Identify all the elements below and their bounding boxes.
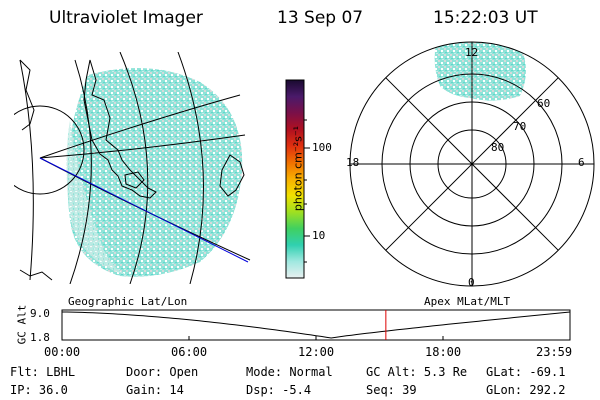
left-panel-label: Geographic Lat/Lon (68, 295, 188, 308)
instrument-title: Ultraviolet Imager (49, 8, 203, 28)
latitude-line (39, 134, 246, 159)
glon-info: GLon: 292.2 (486, 383, 565, 397)
glat-info: GLat: -69.1 (486, 365, 565, 379)
door-info: Door: Open (126, 365, 198, 379)
ip-info: IP: 36.0 (10, 383, 68, 397)
colorbar-unit-label: photon cm⁻²s⁻¹ (291, 125, 305, 212)
gc-alt-info: GC Alt: 5.3 Re (366, 365, 467, 379)
seq-label: Seq: (366, 383, 395, 397)
ip-label: IP: (10, 383, 32, 397)
glon-value: 292.2 (529, 383, 566, 397)
filter-info: Flt: LBHL (10, 365, 75, 379)
longitude-line (177, 52, 204, 284)
coastline (83, 59, 157, 199)
gain-value: 14 (169, 383, 184, 397)
aurora-oval-image (67, 67, 243, 277)
timeline-tick-label: 18:00 (425, 345, 462, 359)
mlt-label-18: 18 (346, 156, 360, 169)
colorbar (285, 79, 305, 279)
latitude-line (39, 94, 241, 159)
timeline-y-max: 9.0 (30, 307, 50, 320)
right-panel-label: Apex MLat/MLT (424, 295, 511, 308)
mlt-label-0: 0 (468, 276, 475, 289)
geographic-map (14, 52, 251, 284)
aurora-faint-region (66, 120, 130, 276)
mlt-label-6: 6 (578, 156, 585, 169)
polar-plot (349, 41, 595, 287)
time-label: 15:22:03 UT (433, 8, 538, 28)
coastline (219, 154, 245, 197)
mode-label: Mode: (246, 365, 283, 379)
mode-value: Normal (289, 365, 333, 379)
glat-label: GLat: (486, 365, 523, 379)
date-label: 13 Sep 07 (277, 8, 364, 28)
polar-aurora-image (434, 42, 526, 101)
door-label: Door: (126, 365, 163, 379)
lat-label-70: 70 (513, 120, 527, 133)
seq-value: 39 (402, 383, 417, 397)
timeline-y-axis-label: GC Alt (15, 304, 29, 345)
dsp-label: Dsp: (246, 383, 275, 397)
timeline-tick-label: 00:00 (44, 345, 81, 359)
timeline-plot (61, 309, 571, 341)
coastline (19, 269, 53, 281)
longitude-line (69, 59, 92, 284)
timeline-tick-label: 12:00 (298, 345, 335, 359)
glat-value: -69.1 (529, 365, 566, 379)
gain-label: Gain: (126, 383, 163, 397)
gc-alt-label: GC Alt: (366, 365, 417, 379)
door-value: Open (169, 365, 199, 379)
gain-info: Gain: 14 (126, 383, 184, 397)
longitude-line (19, 59, 34, 281)
colorbar-tick-label: 10 (312, 229, 326, 242)
seq-info: Seq: 39 (366, 383, 417, 397)
mlt-label-12: 12 (465, 46, 479, 59)
lat-label-60: 60 (537, 97, 551, 110)
glon-label: GLon: (486, 383, 523, 397)
dsp-value: -5.4 (282, 383, 312, 397)
timeline-tick-label: 23:59 (536, 345, 573, 359)
polar-diagonal (385, 77, 559, 251)
filter-value: LBHL (46, 365, 76, 379)
timeline-tick-label: 06:00 (171, 345, 208, 359)
mode-info: Mode: Normal (246, 365, 333, 379)
filter-label: Flt: (10, 365, 39, 379)
colorbar-tick-label: 100 (312, 141, 332, 154)
gc-alt-value: 5.3 Re (423, 365, 468, 379)
lat-label-80: 80 (491, 141, 505, 154)
ip-value: 36.0 (38, 383, 68, 397)
dsp-info: Dsp: -5.4 (246, 383, 311, 397)
earth-limb (14, 105, 85, 195)
altitude-curve (62, 311, 571, 339)
satellite-trajectory (39, 157, 249, 263)
timeline-y-min: 1.8 (30, 331, 50, 344)
coastline (124, 171, 145, 189)
coastline (19, 59, 35, 131)
longitude-line (119, 52, 149, 284)
